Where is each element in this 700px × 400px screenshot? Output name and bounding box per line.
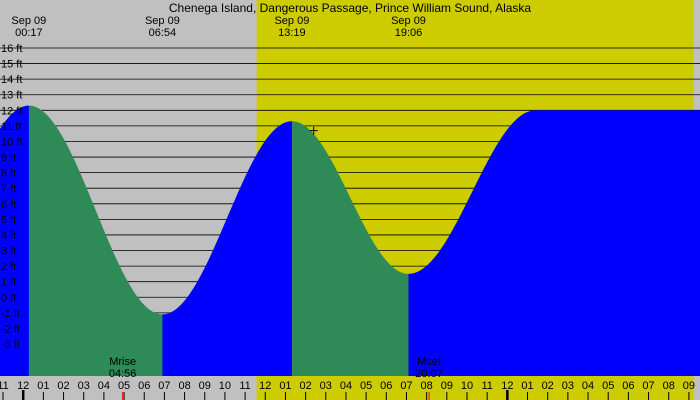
y-tick-label: 9 ft — [1, 152, 16, 164]
y-tick-label: 5 ft — [1, 214, 16, 226]
moon-event-name: Mset — [417, 356, 441, 368]
x-tick-label: 03 — [320, 380, 332, 392]
x-tick-label: 03 — [562, 380, 574, 392]
x-tick-label: 07 — [158, 380, 170, 392]
top-time-label: 19:06 — [395, 27, 423, 39]
x-tick-label: 08 — [421, 380, 433, 392]
y-tick-label: 14 ft — [1, 74, 22, 86]
top-time-label: 00:17 — [15, 27, 43, 39]
x-tick-label: 05 — [602, 380, 614, 392]
y-tick-label: 11 ft — [1, 121, 22, 133]
y-tick-label: 2 ft — [1, 261, 16, 273]
y-tick-label: 8 ft — [1, 168, 16, 180]
x-tick-label: 11 — [481, 380, 492, 392]
x-tick-label: 05 — [118, 380, 130, 392]
x-tick-label: 03 — [78, 380, 90, 392]
top-date-label: Sep 09 — [145, 15, 180, 27]
current-time-marker — [309, 126, 318, 135]
x-tick-label: 06 — [622, 380, 634, 392]
rising-tide-area — [0, 105, 29, 376]
x-tick-label: 08 — [178, 380, 190, 392]
top-date-label: Sep 09 — [391, 15, 426, 27]
y-tick-label: -1 ft — [1, 308, 20, 320]
top-date-label: Sep 09 — [11, 15, 46, 27]
x-tick-label: 06 — [138, 380, 150, 392]
y-tick-label: 10 ft — [1, 136, 22, 148]
x-tick-label: 10 — [219, 380, 231, 392]
top-time-label: 06:54 — [149, 27, 177, 39]
x-tick-label: 09 — [199, 380, 211, 392]
y-axis-labels: -3 ft -2 ft -1 ft 0 ft 1 ft 2 ft 3 ft 4 ft 5 ft 6… — [1, 43, 22, 351]
x-tick-label: 12 — [17, 380, 29, 392]
x-tick-label: 07 — [400, 380, 412, 392]
x-tick-label: 04 — [98, 380, 110, 392]
y-tick-label: 7 ft — [1, 183, 16, 195]
x-tick-label: 01 — [37, 380, 49, 392]
y-tick-label: 0 ft — [1, 292, 16, 304]
x-tick-label: 04 — [340, 380, 352, 392]
x-tick-label: 12 — [501, 380, 513, 392]
x-tick-label: 09 — [441, 380, 453, 392]
x-tick-label: 01 — [279, 380, 291, 392]
x-tick-label: 01 — [521, 380, 533, 392]
y-tick-label: 3 ft — [1, 246, 16, 258]
y-tick-label: 4 ft — [1, 230, 16, 242]
x-tick-label: 06 — [380, 380, 392, 392]
x-tick-label: 11 — [239, 380, 250, 392]
chart-title: Chenega Island, Dangerous Passage, Princ… — [169, 1, 532, 15]
y-tick-label: 15 ft — [1, 59, 22, 71]
moon-event-time: 04:56 — [109, 368, 137, 380]
x-tick-label: 12 — [259, 380, 271, 392]
y-tick-label: 12 ft — [1, 105, 22, 117]
x-tick-label: 02 — [57, 380, 69, 392]
x-tick-label: 11 — [0, 380, 9, 392]
y-tick-label: 6 ft — [1, 199, 16, 211]
x-tick-label: 07 — [642, 380, 654, 392]
x-tick-label: 05 — [360, 380, 372, 392]
top-date-label: Sep 09 — [274, 15, 309, 27]
x-axis-labels: 11 12 01 02 03 04 05 06 07 08 09 10 11 12 01 02 03 04 05 06… — [0, 380, 695, 400]
x-tick-label: 10 — [461, 380, 473, 392]
moon-event-time: 20:07 — [415, 368, 443, 380]
x-tick-label: 08 — [663, 380, 675, 392]
y-tick-label: -3 ft — [1, 339, 20, 351]
x-tick-label: 09 — [683, 380, 695, 392]
y-tick-label: 16 ft — [1, 43, 22, 55]
top-time-label: 13:19 — [278, 27, 306, 39]
x-tick-label: 04 — [582, 380, 594, 392]
x-tick-label: 02 — [542, 380, 554, 392]
y-tick-label: -2 ft — [1, 323, 20, 335]
y-tick-label: 13 ft — [1, 90, 22, 102]
x-tick-label: 02 — [299, 380, 311, 392]
y-tick-label: 1 ft — [1, 277, 16, 289]
moon-event-name: Mrise — [109, 356, 136, 368]
